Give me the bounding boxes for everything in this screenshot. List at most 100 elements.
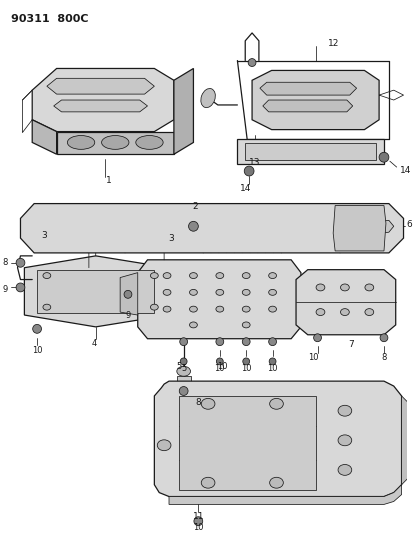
Ellipse shape [216,289,223,295]
Ellipse shape [16,283,25,292]
Text: 9: 9 [2,285,8,294]
Ellipse shape [150,304,158,310]
Text: 10: 10 [32,346,42,355]
Polygon shape [176,376,190,388]
Ellipse shape [268,306,276,312]
Ellipse shape [242,306,249,312]
Polygon shape [20,204,403,253]
Ellipse shape [315,309,324,316]
Ellipse shape [189,289,197,295]
Ellipse shape [364,284,373,291]
Ellipse shape [379,334,387,342]
Text: 10: 10 [217,362,228,371]
Text: 1: 1 [105,176,111,185]
Text: 9: 9 [125,311,130,320]
Polygon shape [332,206,385,251]
Ellipse shape [244,166,254,176]
Text: 5: 5 [176,362,181,371]
Polygon shape [178,396,315,490]
Text: 12: 12 [327,39,338,49]
Ellipse shape [269,477,282,488]
Text: 6: 6 [406,220,411,229]
Text: 10: 10 [214,364,225,373]
Ellipse shape [268,289,276,295]
Text: 14: 14 [239,184,250,193]
Ellipse shape [364,309,373,316]
Ellipse shape [43,304,51,310]
Ellipse shape [269,398,282,409]
Ellipse shape [337,464,351,475]
Polygon shape [244,143,375,160]
Polygon shape [259,82,356,95]
Ellipse shape [268,338,276,345]
Ellipse shape [67,135,95,149]
Text: 11: 11 [192,512,204,521]
Ellipse shape [337,405,351,416]
Ellipse shape [179,386,188,395]
Polygon shape [120,273,138,315]
Ellipse shape [268,358,275,365]
Ellipse shape [200,88,215,108]
Polygon shape [252,70,378,130]
Polygon shape [154,381,401,497]
Ellipse shape [124,290,132,298]
Ellipse shape [339,284,349,291]
Ellipse shape [242,322,249,328]
Ellipse shape [378,152,388,162]
Ellipse shape [157,440,171,451]
Text: 2: 2 [192,202,198,211]
Text: 7: 7 [347,340,353,349]
Polygon shape [138,260,300,338]
Ellipse shape [16,259,25,267]
Ellipse shape [242,358,249,365]
Text: 10: 10 [267,364,277,373]
Text: 8: 8 [2,259,8,267]
Ellipse shape [163,289,171,295]
Ellipse shape [163,306,171,312]
Ellipse shape [242,338,249,345]
Text: 14: 14 [399,166,410,174]
Ellipse shape [101,135,128,149]
Polygon shape [54,100,147,112]
Ellipse shape [242,289,249,295]
Polygon shape [32,120,57,154]
Ellipse shape [33,325,41,333]
Polygon shape [169,484,401,504]
Polygon shape [262,100,352,112]
Ellipse shape [135,135,163,149]
Ellipse shape [150,273,158,279]
Polygon shape [401,396,408,484]
Ellipse shape [189,306,197,312]
Polygon shape [32,68,173,132]
Ellipse shape [247,59,255,67]
Polygon shape [173,68,193,154]
Polygon shape [358,220,393,235]
Polygon shape [237,140,383,164]
Ellipse shape [176,366,190,376]
Ellipse shape [339,309,349,316]
Polygon shape [24,256,169,327]
Ellipse shape [180,358,187,365]
Text: 8: 8 [380,353,386,362]
Polygon shape [47,78,154,94]
Ellipse shape [189,322,197,328]
Polygon shape [37,270,154,313]
Text: 5: 5 [180,364,186,373]
Text: 10: 10 [240,364,251,373]
Polygon shape [295,270,395,335]
Ellipse shape [189,273,197,279]
Ellipse shape [216,306,223,312]
Text: 3: 3 [168,233,173,243]
Ellipse shape [313,334,320,342]
Ellipse shape [201,398,214,409]
Ellipse shape [193,517,202,526]
Text: 8: 8 [195,398,201,407]
Ellipse shape [179,338,187,345]
Ellipse shape [268,273,276,279]
Ellipse shape [216,273,223,279]
Ellipse shape [337,435,351,446]
Ellipse shape [216,358,223,365]
Ellipse shape [201,477,214,488]
Ellipse shape [315,284,324,291]
Ellipse shape [163,273,171,279]
